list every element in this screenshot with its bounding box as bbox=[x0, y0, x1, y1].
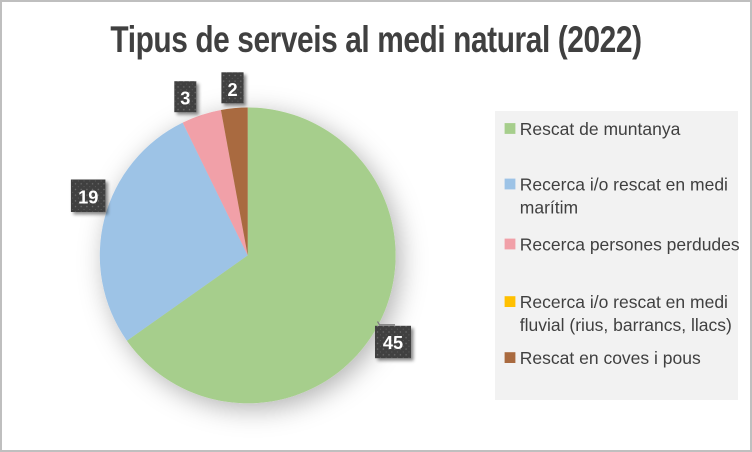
svg-text:Recerca persones perdudes: Recerca persones perdudes bbox=[520, 235, 740, 255]
svg-text:19: 19 bbox=[78, 188, 98, 208]
svg-text:45: 45 bbox=[383, 333, 403, 353]
svg-text:Recerca i/o rescat en medi: Recerca i/o rescat en medi bbox=[520, 292, 728, 312]
svg-text:3: 3 bbox=[180, 89, 190, 109]
svg-text:marítim: marítim bbox=[520, 197, 578, 217]
svg-text:Rescat de muntanya: Rescat de muntanya bbox=[520, 119, 681, 139]
svg-text:2: 2 bbox=[227, 80, 237, 100]
svg-text:Rescat en coves i pous: Rescat en coves i pous bbox=[520, 348, 701, 368]
svg-text:Recerca i/o rescat en medi: Recerca i/o rescat en medi bbox=[520, 175, 728, 195]
svg-text:Tipus de serveis al medi natur: Tipus de serveis al medi natural (2022) bbox=[110, 20, 641, 61]
svg-text:fluvial (rius, barrancs, llacs: fluvial (rius, barrancs, llacs) bbox=[520, 315, 732, 335]
